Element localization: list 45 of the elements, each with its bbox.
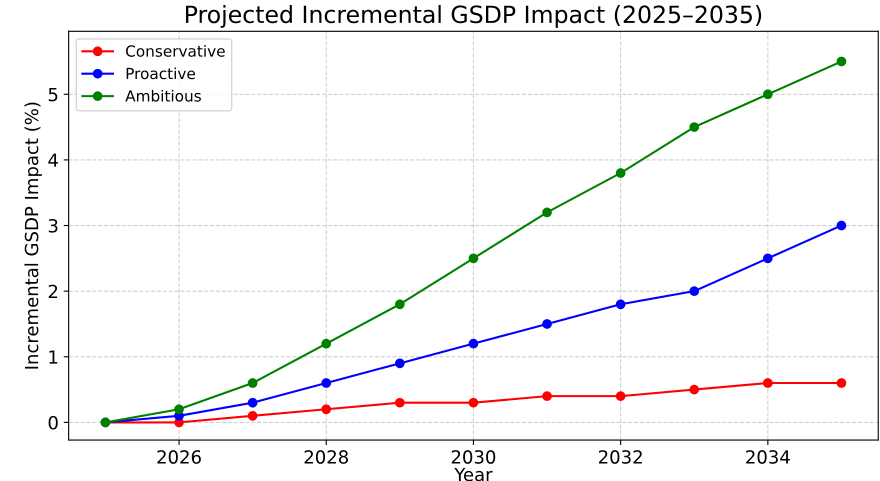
x-tick-label: 2032 (598, 450, 642, 464)
point (836, 56, 846, 66)
point (762, 89, 773, 100)
point (542, 319, 552, 329)
y-tick-label: 0 (48, 416, 58, 430)
point (248, 378, 258, 388)
y-tick-label: 2 (48, 284, 58, 298)
point (689, 384, 700, 394)
x-tick-label: 2028 (304, 450, 348, 464)
legend-label: Proactive (126, 67, 196, 80)
point (616, 168, 626, 178)
point (394, 358, 405, 368)
point (762, 378, 773, 388)
point (762, 253, 773, 264)
point (468, 338, 478, 349)
y-tick-label: 5 (48, 88, 58, 102)
point (836, 378, 846, 388)
point (616, 391, 626, 402)
point (248, 398, 258, 408)
chart-title: Projected Incremental GSDP Impact (2025–2035) (186, 4, 762, 28)
point (542, 208, 552, 218)
point (394, 299, 405, 310)
y-tick-label: 4 (48, 154, 58, 167)
x-tick-label: 2030 (452, 450, 496, 464)
y-tick-label: 3 (48, 218, 58, 233)
point (468, 253, 478, 264)
point (689, 122, 700, 132)
point (468, 398, 478, 408)
legend-label: Ambitious (125, 90, 201, 102)
point (321, 378, 332, 388)
point (689, 286, 700, 296)
x-axis-title: Year (454, 468, 493, 481)
x-tick-label: 2034 (746, 450, 790, 464)
y-axis-title: Incremental GSDP Impact (%) (24, 102, 42, 369)
point (394, 398, 405, 408)
point (174, 404, 184, 414)
point (321, 404, 332, 414)
point (542, 391, 552, 402)
point (321, 338, 332, 349)
point (248, 410, 258, 421)
point (836, 220, 846, 230)
point (616, 299, 626, 310)
y-tick-label: 1 (49, 350, 58, 364)
x-tick-label: 2026 (157, 450, 201, 464)
legend-label: Conservative (126, 45, 225, 57)
